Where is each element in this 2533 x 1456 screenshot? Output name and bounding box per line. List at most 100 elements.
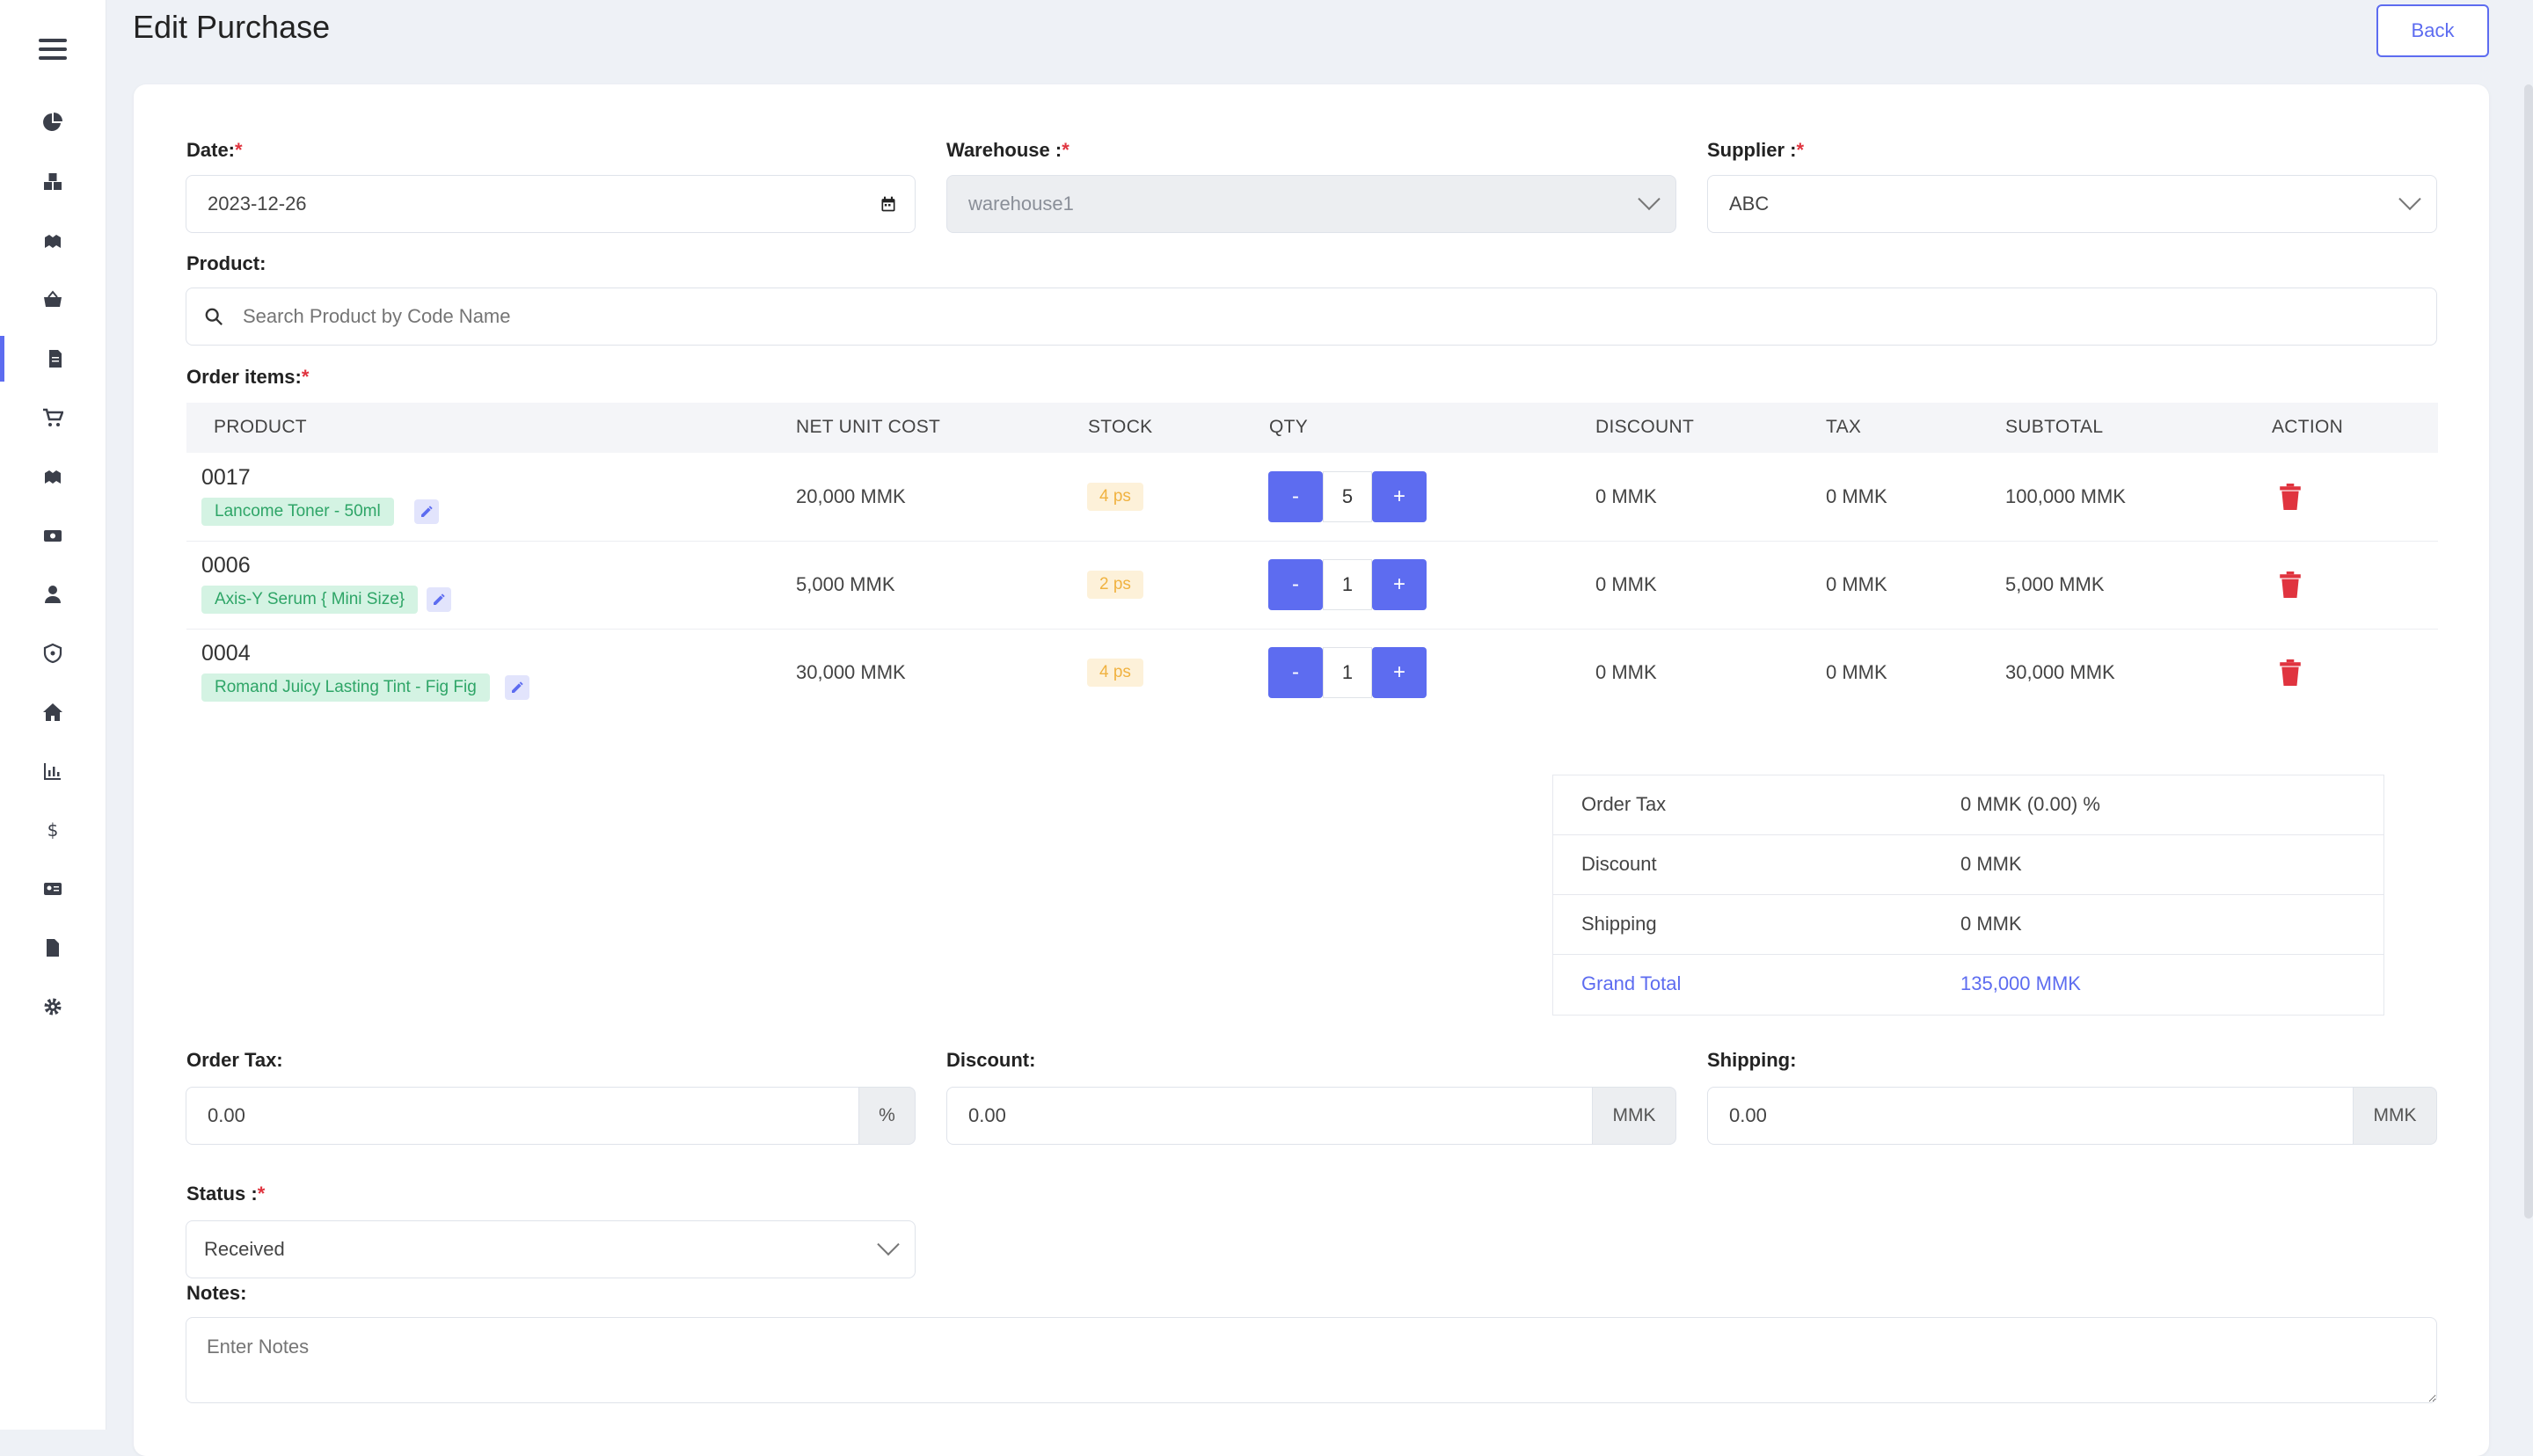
product-name-badge: Romand Juicy Lasting Tint - Fig Fig: [201, 673, 490, 702]
decrement-button[interactable]: -: [1268, 559, 1323, 610]
summary-label: Shipping: [1581, 913, 1657, 935]
net-unit-cost: 20,000 MMK: [796, 485, 906, 507]
product-name-badge: Axis-Y Serum { Mini Size}: [201, 586, 419, 614]
product-search-input[interactable]: [241, 304, 2436, 329]
permissions-icon[interactable]: [0, 630, 106, 676]
order-tax-unit: %: [858, 1087, 916, 1145]
purchases-icon[interactable]: [0, 336, 106, 382]
edit-icon[interactable]: [427, 587, 451, 612]
tax-value: 0 MMK: [1826, 485, 1887, 507]
date-value: 2023-12-26: [208, 193, 307, 215]
table-header: PRODUCT NET UNIT COST STOCK QTY DISCOUNT…: [186, 403, 2438, 453]
basket-icon[interactable]: [0, 277, 106, 323]
chevron-down-icon: [862, 1233, 915, 1257]
discount-unit: MMK: [1592, 1087, 1676, 1145]
summary-shipping: Shipping 0 MMK: [1553, 895, 2383, 955]
warehouse-value: warehouse1: [968, 193, 1074, 215]
th-qty: QTY: [1269, 417, 1309, 437]
discount-input[interactable]: [946, 1087, 1592, 1145]
currency-icon[interactable]: $: [0, 807, 106, 853]
order-tax-label: Order Tax:: [186, 1049, 283, 1071]
tax-value: 0 MMK: [1826, 661, 1887, 683]
summary-discount: Discount 0 MMK: [1553, 835, 2383, 895]
summary-order-tax: Order Tax 0 MMK (0.00) %: [1553, 775, 2383, 835]
order-summary: Order Tax 0 MMK (0.00) % Discount 0 MMK …: [1552, 775, 2384, 1016]
settings-icon[interactable]: [0, 984, 106, 1030]
page-title: Edit Purchase: [133, 9, 331, 45]
warehouse-select[interactable]: warehouse1: [946, 175, 1676, 233]
quantity-value[interactable]: 1: [1323, 559, 1372, 610]
th-stock: STOCK: [1088, 417, 1153, 437]
increment-button[interactable]: +: [1372, 471, 1427, 522]
expenses-icon[interactable]: [0, 513, 106, 558]
subtotal-value: 5,000 MMK: [2005, 573, 2105, 595]
reports-icon[interactable]: [0, 748, 106, 794]
th-product: PRODUCT: [214, 417, 307, 437]
shipping-label: Shipping:: [1707, 1049, 1797, 1071]
edit-icon[interactable]: [505, 675, 529, 700]
status-value: Received: [204, 1238, 285, 1260]
table-row: 0017 Lancome Toner - 50ml 20,000 MMK 4 p…: [186, 453, 2438, 542]
summary-label: Discount: [1581, 853, 1657, 875]
supplier-value: ABC: [1729, 193, 1770, 215]
dashboard-icon[interactable]: [0, 99, 106, 145]
increment-button[interactable]: +: [1372, 647, 1427, 698]
adjustment-icon[interactable]: [0, 218, 106, 264]
discount-label: Discount:: [946, 1049, 1036, 1071]
page-scrollbar[interactable]: [2524, 84, 2533, 1219]
summary-value: 135,000 MMK: [1960, 972, 2081, 994]
calendar-icon[interactable]: [862, 195, 915, 213]
quantity-value[interactable]: 5: [1323, 471, 1372, 522]
discount-value: 0 MMK: [1595, 573, 1657, 595]
discount-value: 0 MMK: [1595, 661, 1657, 683]
supplier-label: Supplier :*: [1707, 139, 1805, 161]
cart-icon[interactable]: [0, 395, 106, 440]
shipping-input[interactable]: [1707, 1087, 2353, 1145]
summary-label: Order Tax: [1581, 793, 1667, 815]
svg-text:$: $: [47, 819, 59, 841]
net-unit-cost: 30,000 MMK: [796, 661, 906, 683]
supplier-select[interactable]: ABC: [1707, 175, 2437, 233]
discount-value: 0 MMK: [1595, 485, 1657, 507]
table-row: 0006 Axis-Y Serum { Mini Size} 5,000 MMK…: [186, 541, 2438, 630]
edit-icon[interactable]: [414, 499, 439, 524]
quantity-value[interactable]: 1: [1323, 647, 1372, 698]
order-tax-input[interactable]: [186, 1087, 858, 1145]
product-code: 0017: [201, 465, 251, 490]
shipping-unit: MMK: [2353, 1087, 2437, 1145]
contacts-icon[interactable]: [0, 866, 106, 912]
trash-icon[interactable]: [2279, 484, 2305, 512]
date-field[interactable]: 2023-12-26: [186, 175, 916, 233]
back-button[interactable]: Back: [2376, 4, 2489, 57]
people-icon[interactable]: [0, 571, 106, 617]
table-row: 0004 Romand Juicy Lasting Tint - Fig Fig…: [186, 629, 2438, 717]
shipping-group: MMK: [1707, 1087, 2437, 1145]
status-label: Status :*: [186, 1183, 266, 1205]
trash-icon[interactable]: [2279, 571, 2305, 600]
product-search[interactable]: [186, 288, 2437, 346]
status-select[interactable]: Received: [186, 1220, 916, 1278]
decrement-button[interactable]: -: [1268, 647, 1323, 698]
documents-icon[interactable]: [0, 925, 106, 971]
discount-group: MMK: [946, 1087, 1676, 1145]
chevron-down-icon: [2383, 187, 2436, 212]
product-name-badge: Lancome Toner - 50ml: [201, 498, 394, 526]
trash-icon[interactable]: [2279, 659, 2305, 688]
returns-icon[interactable]: [0, 454, 106, 499]
date-label: Date:*: [186, 139, 243, 161]
quantity-stepper: - 1 +: [1268, 647, 1427, 698]
stock-badge: 2 ps: [1087, 571, 1143, 599]
increment-button[interactable]: +: [1372, 559, 1427, 610]
quantity-stepper: - 5 +: [1268, 471, 1427, 522]
net-unit-cost: 5,000 MMK: [796, 573, 895, 595]
subtotal-value: 100,000 MMK: [2005, 485, 2126, 507]
hamburger-menu-icon[interactable]: [39, 35, 67, 63]
warehouse-icon[interactable]: [0, 689, 106, 735]
notes-textarea[interactable]: [186, 1317, 2437, 1403]
subtotal-value: 30,000 MMK: [2005, 661, 2115, 683]
products-icon[interactable]: [0, 159, 106, 205]
stock-badge: 4 ps: [1087, 483, 1143, 511]
th-tax: TAX: [1826, 417, 1862, 437]
th-discount: DISCOUNT: [1595, 417, 1695, 437]
decrement-button[interactable]: -: [1268, 471, 1323, 522]
